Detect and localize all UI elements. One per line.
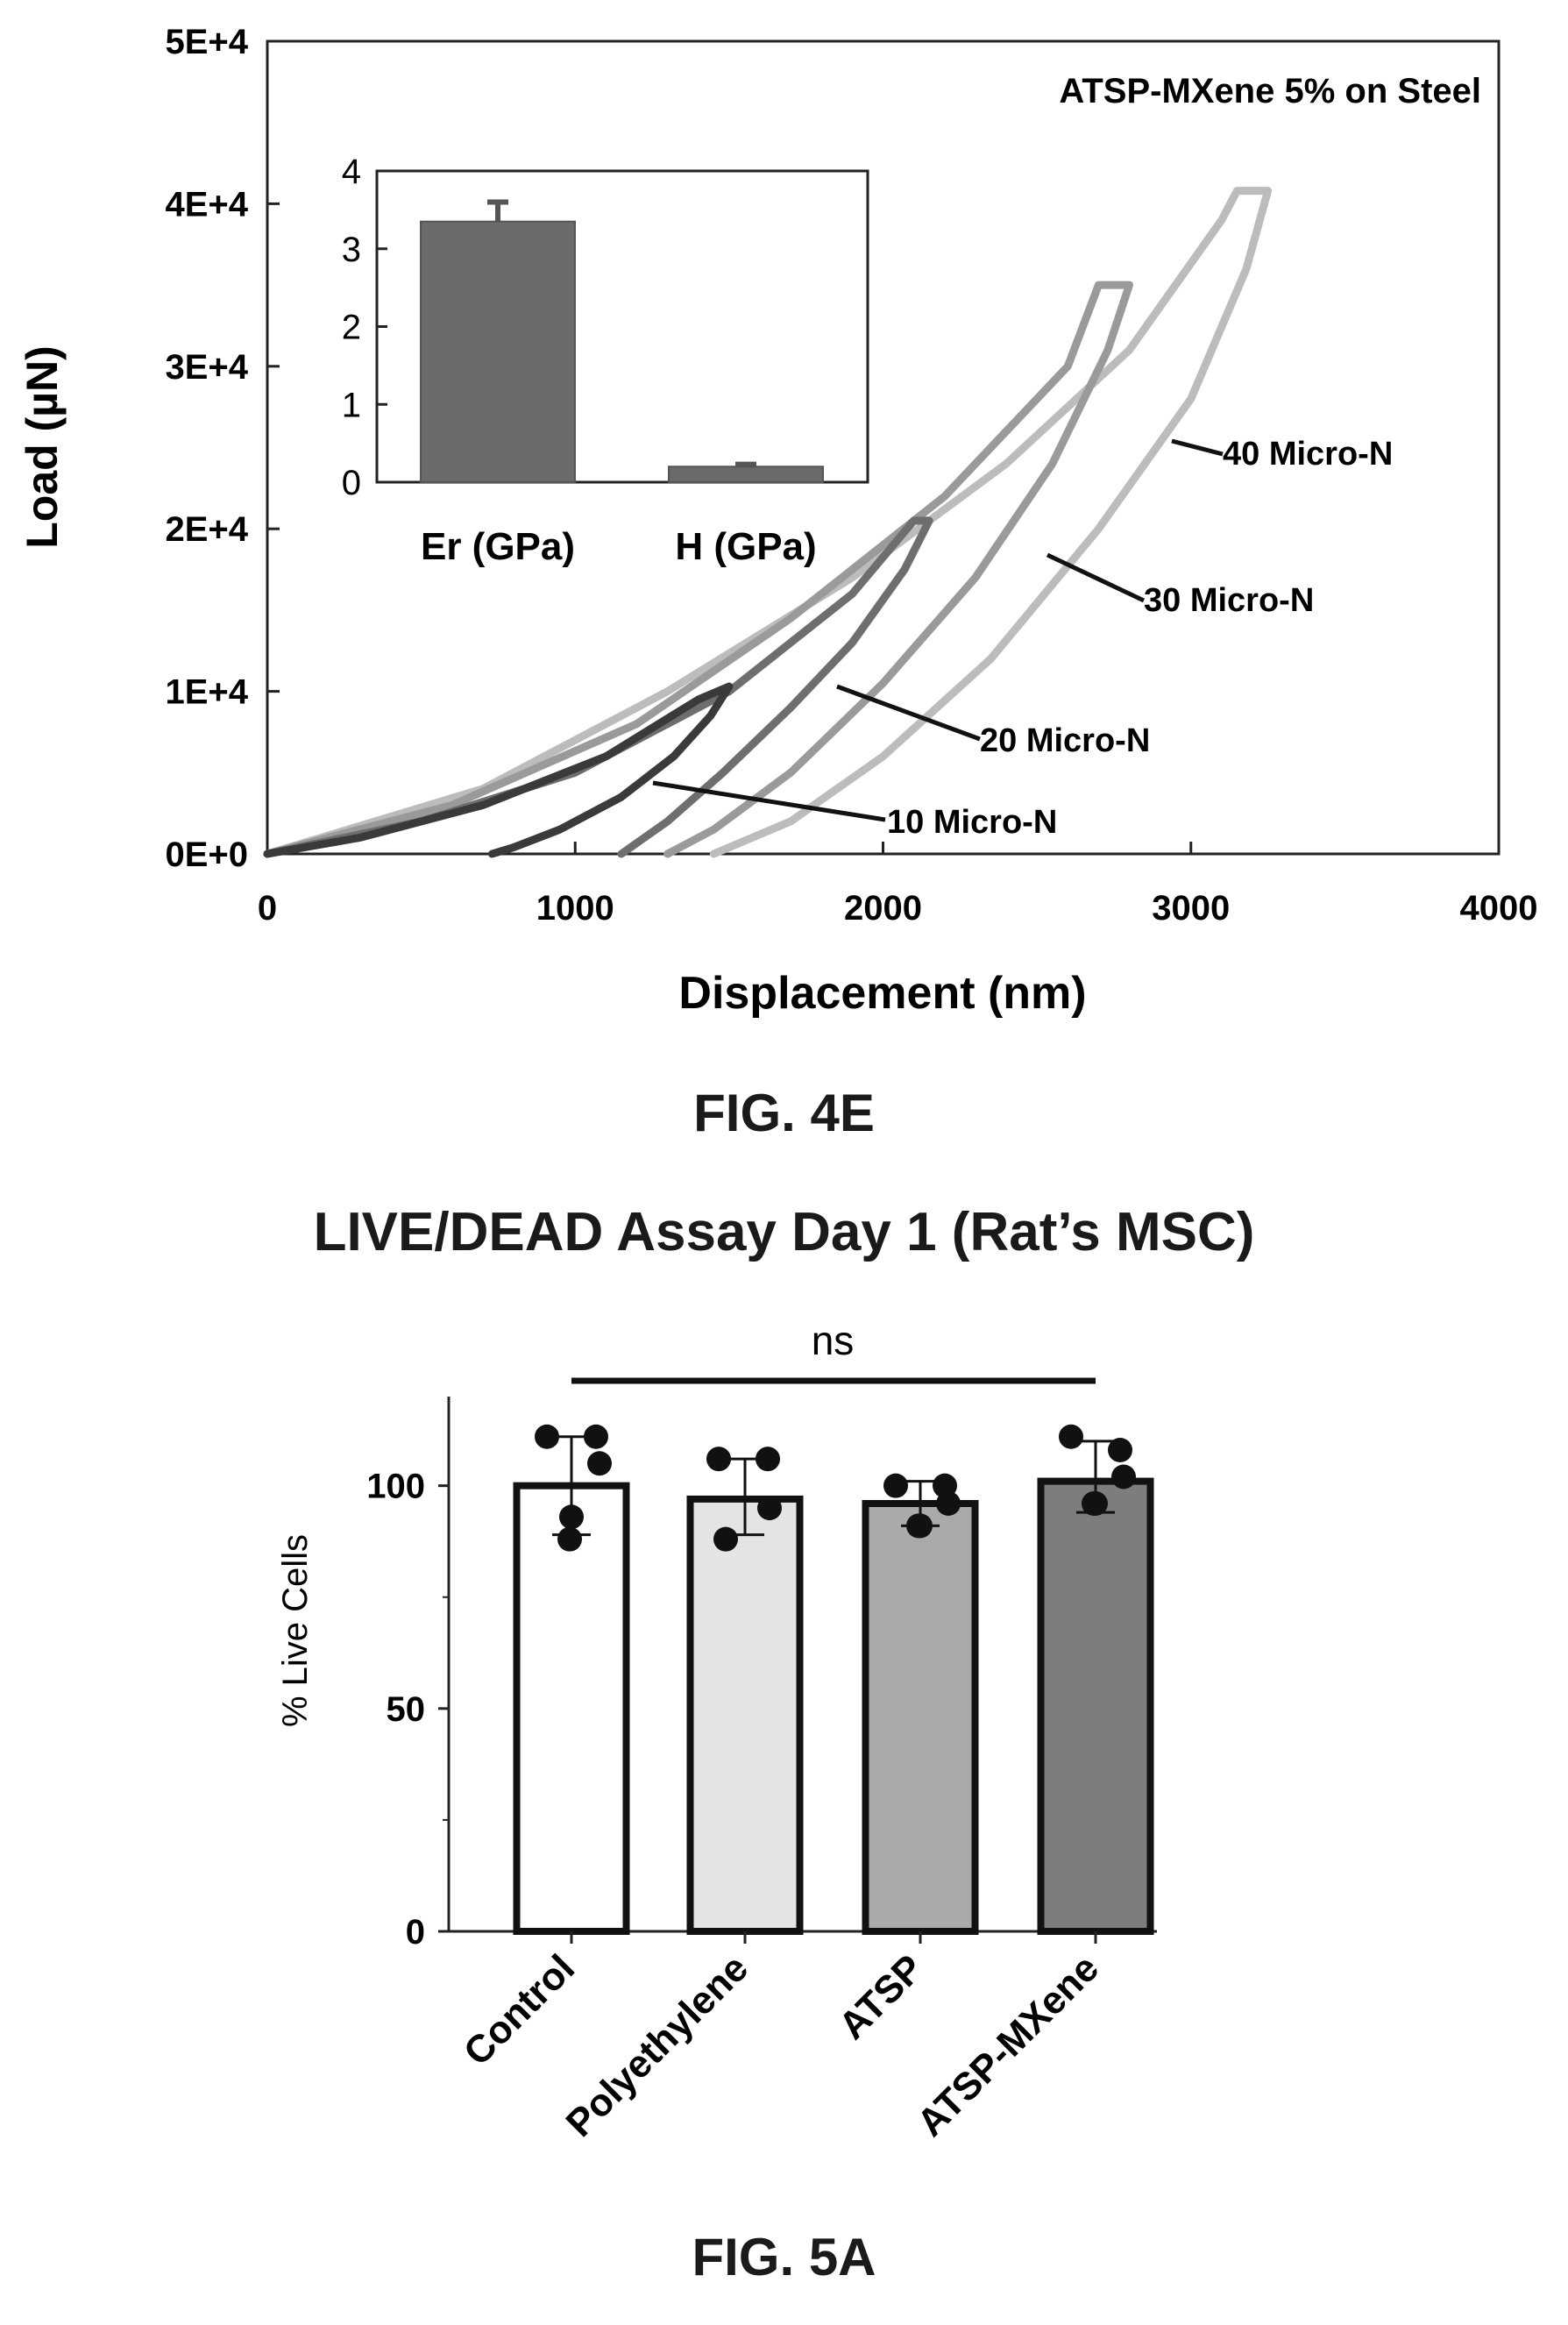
inset-tick-label: 4 [342, 153, 361, 191]
curve-30-micro-n [263, 281, 1133, 858]
y-ticks: 0E+0 1E+4 2E+4 3E+4 4E+4 5E+4 [165, 23, 280, 874]
data-point [584, 1424, 608, 1449]
y-tick-label: 5E+4 [165, 23, 248, 61]
curve-20-micro-n [263, 516, 933, 858]
x-tick-label: 4000 [1460, 889, 1538, 928]
significance-label: ns [812, 1318, 855, 1363]
bar-control [513, 1482, 630, 1935]
inset-bars [420, 199, 824, 483]
x-category-label: Control [456, 1946, 583, 2073]
data-point [936, 1491, 961, 1516]
data-point [757, 1496, 782, 1521]
curve-40-micro-n [263, 187, 1273, 858]
x-tick-label: 1000 [536, 889, 614, 928]
y-tick-label: 0E+0 [165, 835, 248, 874]
y-tick-label: 2E+4 [165, 510, 248, 549]
inset-tick-label: 3 [342, 231, 361, 269]
chart-title: ATSP-MXene 5% on Steel [1059, 72, 1481, 110]
data-point [1059, 1424, 1083, 1449]
data-point [933, 1473, 957, 1498]
inset-tick-label: 2 [342, 309, 361, 347]
x-tick-label: 2000 [844, 889, 922, 928]
data-point [1082, 1491, 1106, 1516]
x-axis-label: Displacement (nm) [678, 968, 1086, 1019]
inset-bar-1 [668, 466, 824, 483]
x-category-label: ATSP-MXene [909, 1946, 1107, 2144]
annotation-leader-30 [1046, 552, 1146, 603]
data-point [535, 1424, 559, 1449]
data-point [559, 1504, 584, 1530]
inset-category-h: H (GPa) [675, 525, 816, 568]
data-point [587, 1451, 612, 1476]
annotation-20-micro-n: 20 Micro-N [980, 722, 1150, 759]
nanoindentation-chart: 0E+01E+42E+43E+44E+45E+4 0 1000 2000 3000 40… [18, 23, 1538, 1019]
x-ticks: 0 1000 2000 3000 4000 [258, 842, 1538, 928]
inset-bar-0 [420, 220, 576, 483]
data-point [883, 1473, 908, 1498]
load-displacement-curves [263, 187, 1273, 858]
data-point [906, 1513, 931, 1539]
data-point [756, 1447, 780, 1472]
inset-bar-chart: 0 1 2 3 4 Er (GPa) H (GPa) [342, 153, 869, 568]
annotation-leader-20 [836, 684, 981, 742]
y-axis-label: % Live Cells [276, 1534, 315, 1727]
inset-y-ticks: 0 1 2 3 4 [342, 153, 387, 502]
y-tick-label: 100 [366, 1468, 425, 1506]
bars [513, 1424, 1154, 1944]
figure-caption-4e: FIG. 4E [693, 1084, 875, 1142]
x-category-label: Polyethylene [557, 1946, 756, 2145]
figure-caption-5a: FIG. 5A [692, 2228, 876, 2286]
y-tick-label: 0 [406, 1913, 425, 1952]
data-point [1108, 1438, 1132, 1462]
data-point [706, 1447, 731, 1472]
curve-10-micro-n [263, 682, 734, 858]
inset-category-er: Er (GPa) [421, 525, 575, 568]
data-point [1111, 1464, 1136, 1490]
x-tick-label: 3000 [1152, 889, 1230, 928]
data-point [557, 1526, 582, 1552]
y-tick-label: 50 [387, 1690, 426, 1729]
data-point [1083, 1491, 1108, 1516]
data-point [713, 1526, 738, 1552]
y-ticks: 0 50 100 [366, 1468, 449, 1952]
y-tick-label: 1E+4 [165, 673, 248, 712]
annotation-leader-40 [1171, 438, 1224, 457]
y-tick-label: 3E+4 [165, 348, 248, 387]
annotation-30-micro-n: 30 Micro-N [1144, 582, 1314, 619]
bar-atsp-mxene [1037, 1477, 1154, 1936]
chart-title: LIVE/DEAD Assay Day 1 (Rat’s MSC) [313, 1202, 1255, 1262]
annotation-leader-10 [652, 780, 886, 822]
data-point [908, 1513, 933, 1539]
x-category-label: ATSP [831, 1946, 932, 2047]
bar-polyethylene [686, 1495, 804, 1935]
bar-atsp [862, 1500, 979, 1935]
inset-tick-label: 0 [342, 464, 361, 502]
y-axis-label: Load (µN) [18, 345, 67, 549]
inset-tick-label: 1 [342, 386, 361, 424]
y-tick-label: 4E+4 [165, 185, 248, 224]
annotation-10-micro-n: 10 Micro-N [887, 804, 1057, 841]
x-tick-label: 0 [258, 889, 277, 928]
annotation-40-micro-n: 40 Micro-N [1223, 436, 1393, 473]
